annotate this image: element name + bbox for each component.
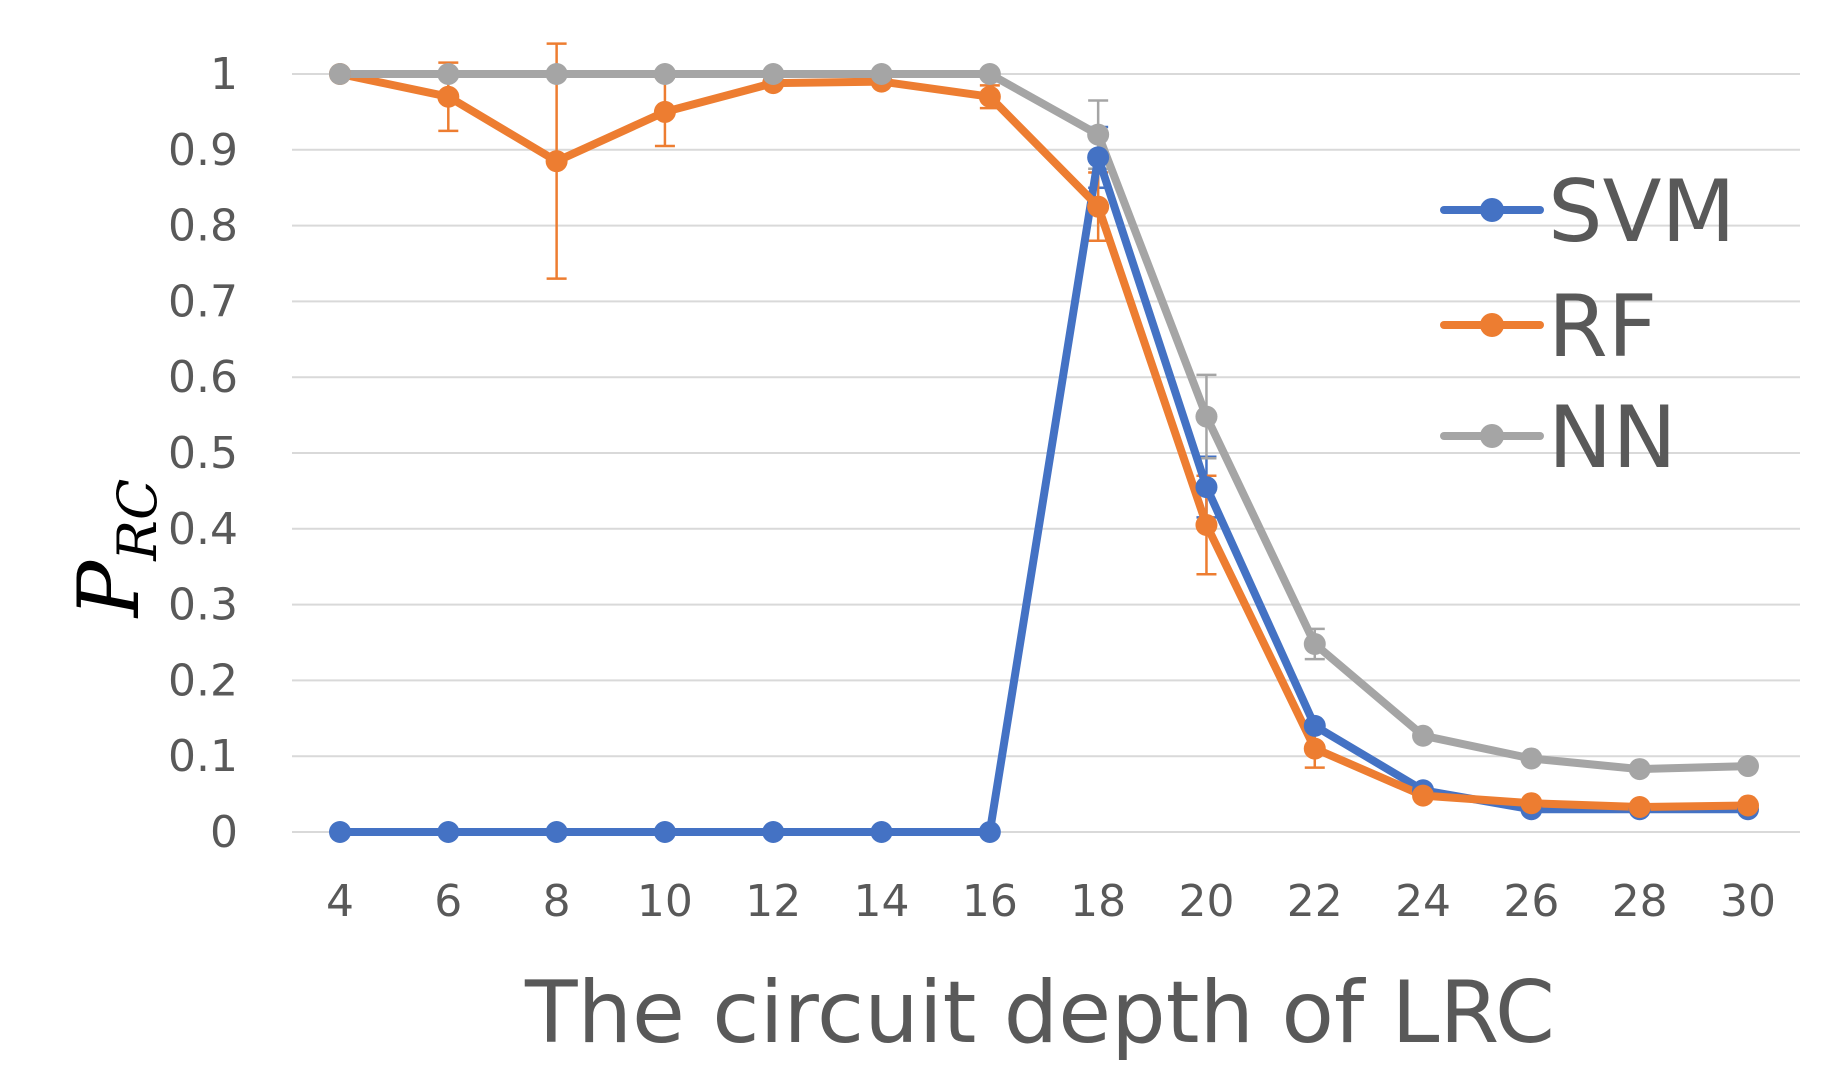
legend-marker [1480, 198, 1504, 222]
y-tick-label: 0.2 [168, 655, 238, 706]
y-tick-label: 0.1 [168, 731, 238, 782]
data-point-svm[interactable] [653, 821, 676, 843]
y-tick-label: 1 [210, 49, 238, 100]
legend-label: NN [1548, 388, 1677, 488]
data-point-nn[interactable] [1412, 724, 1435, 747]
x-tick-label: 26 [1503, 876, 1559, 927]
data-point-svm[interactable] [437, 821, 460, 843]
y-tick-label: 0.9 [168, 125, 238, 176]
data-point-nn[interactable] [870, 63, 893, 85]
data-point-rf[interactable] [1737, 794, 1759, 817]
data-point-rf[interactable] [1628, 795, 1651, 818]
data-point-nn[interactable] [329, 63, 351, 85]
legend-item-rf[interactable]: RF [1440, 277, 1657, 377]
series-points [329, 63, 1759, 843]
y-tick-label: 0 [210, 807, 238, 858]
x-tick-label: 30 [1720, 876, 1776, 927]
data-point-rf[interactable] [1520, 792, 1543, 815]
data-point-svm[interactable] [762, 821, 785, 843]
data-point-nn[interactable] [1737, 755, 1759, 778]
series-line-nn[interactable] [336, 70, 1752, 774]
y-tick-label: 0.5 [168, 428, 238, 479]
data-point-nn[interactable] [978, 63, 1001, 85]
data-point-svm[interactable] [329, 821, 351, 843]
x-tick-label: 16 [962, 876, 1018, 927]
data-point-svm[interactable] [1195, 476, 1218, 499]
y-axis-title: PRC [60, 479, 169, 620]
data-point-nn[interactable] [1195, 405, 1218, 428]
legend-item-nn[interactable]: NN [1440, 388, 1677, 488]
data-point-nn[interactable] [653, 63, 676, 85]
y-tick-label: 0.7 [168, 276, 238, 327]
series-line-svm[interactable] [336, 153, 1752, 836]
data-point-svm[interactable] [870, 821, 893, 843]
x-tick-label: 14 [854, 876, 910, 927]
y-axis-title-main: P [60, 559, 158, 619]
data-point-svm[interactable] [1303, 714, 1326, 737]
x-tick-label: 12 [745, 876, 801, 927]
data-point-nn[interactable] [1628, 758, 1651, 781]
x-tick-label: 20 [1178, 876, 1234, 927]
legend[interactable]: SVM RF NN [1440, 162, 1736, 488]
data-point-nn[interactable] [1303, 633, 1326, 656]
x-tick-label: 24 [1395, 876, 1451, 927]
legend-item-svm[interactable]: SVM [1440, 162, 1736, 262]
y-tick-label: 0.8 [168, 201, 238, 252]
data-point-nn[interactable] [762, 63, 785, 85]
data-point-rf[interactable] [545, 150, 568, 173]
data-point-svm[interactable] [1087, 146, 1110, 169]
y-axis-tick-labels: 0 0.1 0.2 0.3 0.4 0.5 0.6 0.7 0.8 0.9 1 [168, 49, 238, 858]
data-point-rf[interactable] [978, 85, 1001, 108]
x-tick-label: 28 [1612, 876, 1668, 927]
data-point-rf[interactable] [1412, 784, 1435, 807]
data-point-nn[interactable] [437, 63, 460, 85]
data-point-rf[interactable] [1087, 195, 1110, 218]
y-tick-label: 0.3 [168, 580, 238, 631]
data-point-nn[interactable] [1520, 747, 1543, 770]
x-tick-label: 18 [1070, 876, 1126, 927]
x-tick-label: 6 [434, 876, 462, 927]
data-point-nn[interactable] [1087, 123, 1110, 146]
legend-label: RF [1548, 277, 1657, 377]
x-axis-title: The circuit depth of LRC [524, 963, 1555, 1063]
x-tick-label: 22 [1287, 876, 1343, 927]
legend-label: SVM [1548, 162, 1736, 262]
x-tick-label: 10 [637, 876, 693, 927]
y-axis-title-subscript: RC [106, 479, 169, 562]
data-point-nn[interactable] [545, 63, 568, 85]
data-point-svm[interactable] [545, 821, 568, 843]
x-tick-label: 4 [326, 876, 354, 927]
legend-marker [1480, 313, 1504, 337]
y-tick-label: 0.4 [168, 504, 238, 555]
x-tick-label: 8 [543, 876, 571, 927]
legend-marker [1480, 424, 1504, 448]
data-point-svm[interactable] [978, 821, 1001, 843]
series-lines [336, 70, 1752, 836]
data-point-rf[interactable] [437, 85, 460, 108]
series-line-rf[interactable] [336, 70, 1752, 811]
x-axis-tick-labels: 4 6 8 10 12 14 16 18 20 22 24 26 28 30 [326, 876, 1776, 927]
data-point-rf[interactable] [653, 100, 676, 123]
y-tick-label: 0.6 [168, 352, 238, 403]
data-point-rf[interactable] [1303, 737, 1326, 760]
data-point-rf[interactable] [1195, 514, 1218, 537]
